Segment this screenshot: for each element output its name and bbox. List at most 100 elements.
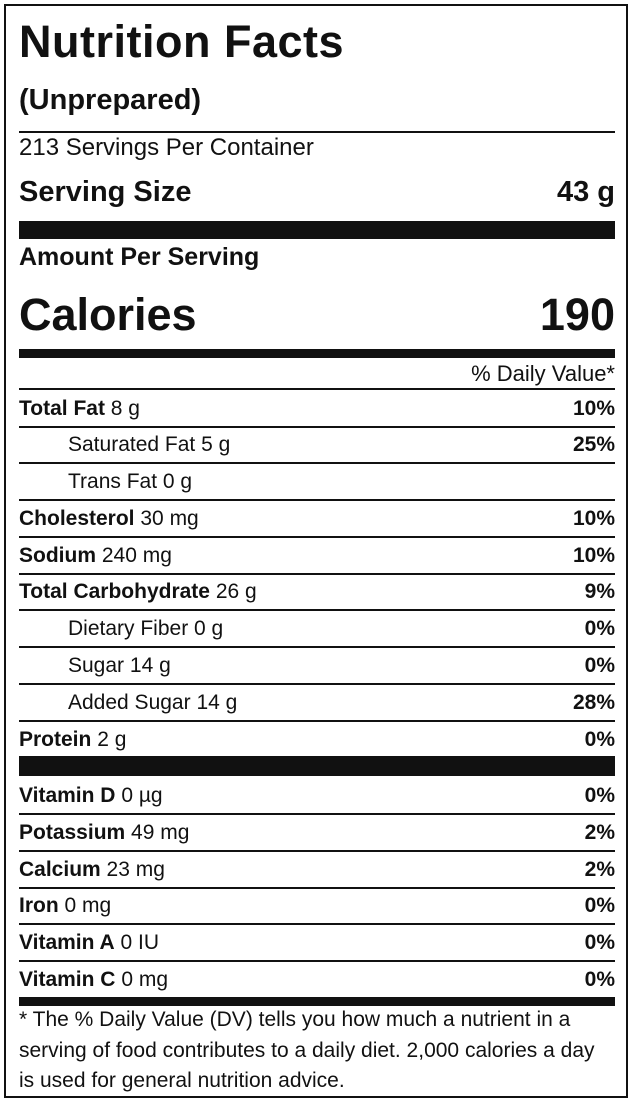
nutrient-name: Calcium: [19, 857, 101, 881]
nutrient-row: Trans Fat 0 g: [19, 463, 615, 500]
nutrient-daily-value: 28%: [572, 690, 615, 714]
divider-thin: [19, 573, 615, 575]
divider-thick: [19, 221, 615, 239]
divider-thin: [19, 609, 615, 611]
divider-thin: [19, 813, 615, 815]
nutrition-facts-label: Nutrition Facts (Unprepared) 213 Serving…: [4, 4, 628, 1098]
nutrient-left: Saturated Fat 5 g: [19, 433, 230, 457]
nutrient-amount: 2 g: [97, 727, 127, 751]
nutrient-name: Total Fat: [19, 396, 105, 420]
nutrient-amount: 0 mg: [121, 967, 168, 991]
calories-label: Calories: [19, 289, 197, 340]
nutrient-left: Added Sugar 14 g: [19, 691, 237, 715]
nutrient-daily-value: 0%: [584, 783, 615, 807]
nutrient-name: Iron: [19, 893, 59, 917]
nutrient-name: Added Sugar: [68, 690, 191, 714]
serving-size-label: Serving Size: [19, 176, 192, 208]
nutrient-left: Dietary Fiber 0 g: [19, 617, 223, 641]
nutrient-row: Sodium 240 mg 10%: [19, 537, 615, 574]
nutrient-row: Added Sugar 14 g 28%: [19, 684, 615, 721]
nutrient-daily-value: 10%: [572, 396, 615, 420]
daily-value-header: % Daily Value*: [471, 361, 615, 386]
nutrient-amount: 8 g: [110, 396, 140, 420]
nutrient-name: Vitamin A: [19, 930, 115, 954]
nutrient-name: Cholesterol: [19, 506, 135, 530]
nutrient-name: Trans Fat: [68, 469, 158, 493]
nutrient-amount: 0 IU: [120, 930, 160, 954]
nutrient-name: Potassium: [19, 820, 126, 844]
nutrient-left: Potassium 49 mg: [19, 821, 189, 845]
nutrient-left: Cholesterol 30 mg: [19, 507, 199, 531]
nutrient-left: Vitamin C 0 mg: [19, 968, 168, 992]
nutrient-row: Vitamin C 0 mg 0%: [19, 961, 615, 998]
nutrient-left: Sodium 240 mg: [19, 544, 172, 568]
nutrient-left: Vitamin A 0 IU: [19, 931, 159, 955]
nutrient-daily-value: 0%: [584, 727, 615, 751]
nutrient-name: Vitamin D: [19, 783, 116, 807]
divider-thin: [19, 646, 615, 648]
divider-thin: [19, 388, 615, 390]
nutrient-left: Protein 2 g: [19, 728, 126, 752]
label-title: Nutrition Facts: [19, 16, 345, 67]
nutrient-row: Total Carbohydrate 26 g 9%: [19, 573, 615, 610]
nutrient-row: Sugar 14 g 0%: [19, 647, 615, 684]
divider-thin: [19, 462, 615, 464]
nutrient-row: Saturated Fat 5 g 25%: [19, 426, 615, 463]
nutrient-daily-value: 0%: [584, 616, 615, 640]
nutrient-name: Vitamin C: [19, 967, 116, 991]
divider-thin: [19, 923, 615, 925]
nutrient-row: Cholesterol 30 mg 10%: [19, 500, 615, 537]
calories-row: Calories 190: [19, 289, 615, 341]
divider-thin: [19, 960, 615, 962]
serving-size-value: 43 g: [556, 176, 615, 208]
footnote: * The % Daily Value (DV) tells you how m…: [19, 1008, 595, 1092]
nutrient-amount: 30 mg: [140, 506, 199, 530]
nutrient-daily-value: 9%: [584, 579, 615, 603]
nutrient-amount: 26 g: [215, 579, 257, 603]
amount-per-serving: Amount Per Serving: [19, 243, 260, 271]
divider-thin: [19, 536, 615, 538]
nutrient-left: Trans Fat 0 g: [19, 470, 192, 494]
nutrient-row: Vitamin D 0 µg 0%: [19, 777, 615, 814]
nutrient-amount: 5 g: [201, 432, 231, 456]
nutrient-daily-value: 0%: [584, 653, 615, 677]
nutrient-amount: 23 mg: [106, 857, 165, 881]
nutrient-daily-value: 2%: [584, 857, 615, 881]
serving-size-row: Serving Size 43 g: [19, 176, 615, 209]
nutrient-row: Total Fat 8 g 10%: [19, 390, 615, 427]
nutrient-left: Total Fat 8 g: [19, 397, 140, 421]
nutrient-name: Dietary Fiber: [68, 616, 189, 640]
nutrient-left: Iron 0 mg: [19, 894, 111, 918]
divider-thin: [19, 683, 615, 685]
label-subtitle: (Unprepared): [19, 84, 202, 116]
calories-value: 190: [539, 289, 615, 340]
nutrient-daily-value: 10%: [572, 506, 615, 530]
nutrient-name: Sugar: [68, 653, 125, 677]
nutrient-amount: 0 mg: [64, 893, 112, 917]
nutrient-amount: 0 g: [162, 469, 193, 493]
nutrient-left: Sugar 14 g: [19, 654, 171, 678]
nutrient-daily-value: 2%: [584, 820, 615, 844]
nutrient-left: Vitamin D 0 µg: [19, 784, 163, 808]
nutrient-daily-value: 0%: [584, 930, 615, 954]
nutrient-name: Total Carbohydrate: [19, 579, 210, 603]
divider-thin: [19, 720, 615, 722]
divider-thick: [19, 756, 615, 776]
nutrient-amount: 14 g: [196, 690, 238, 714]
nutrient-row: Dietary Fiber 0 g 0%: [19, 610, 615, 647]
divider-medium: [19, 997, 615, 1006]
label-content: Nutrition Facts (Unprepared) 213 Serving…: [19, 6, 615, 1096]
divider-thin: [19, 426, 615, 428]
divider-thin: [19, 499, 615, 501]
nutrient-name: Saturated Fat: [68, 432, 196, 456]
nutrient-amount: 14 g: [129, 653, 171, 677]
nutrient-name: Protein: [19, 727, 92, 751]
nutrient-row: Potassium 49 mg 2%: [19, 814, 615, 851]
nutrient-left: Total Carbohydrate 26 g: [19, 580, 257, 604]
nutrient-daily-value: 10%: [572, 543, 615, 567]
nutrient-daily-value: 0%: [584, 967, 615, 991]
nutrient-daily-value: 25%: [572, 432, 615, 456]
nutrient-row: Protein 2 g 0%: [19, 721, 615, 758]
divider-medium: [19, 349, 615, 358]
nutrient-row: Vitamin A 0 IU 0%: [19, 924, 615, 961]
